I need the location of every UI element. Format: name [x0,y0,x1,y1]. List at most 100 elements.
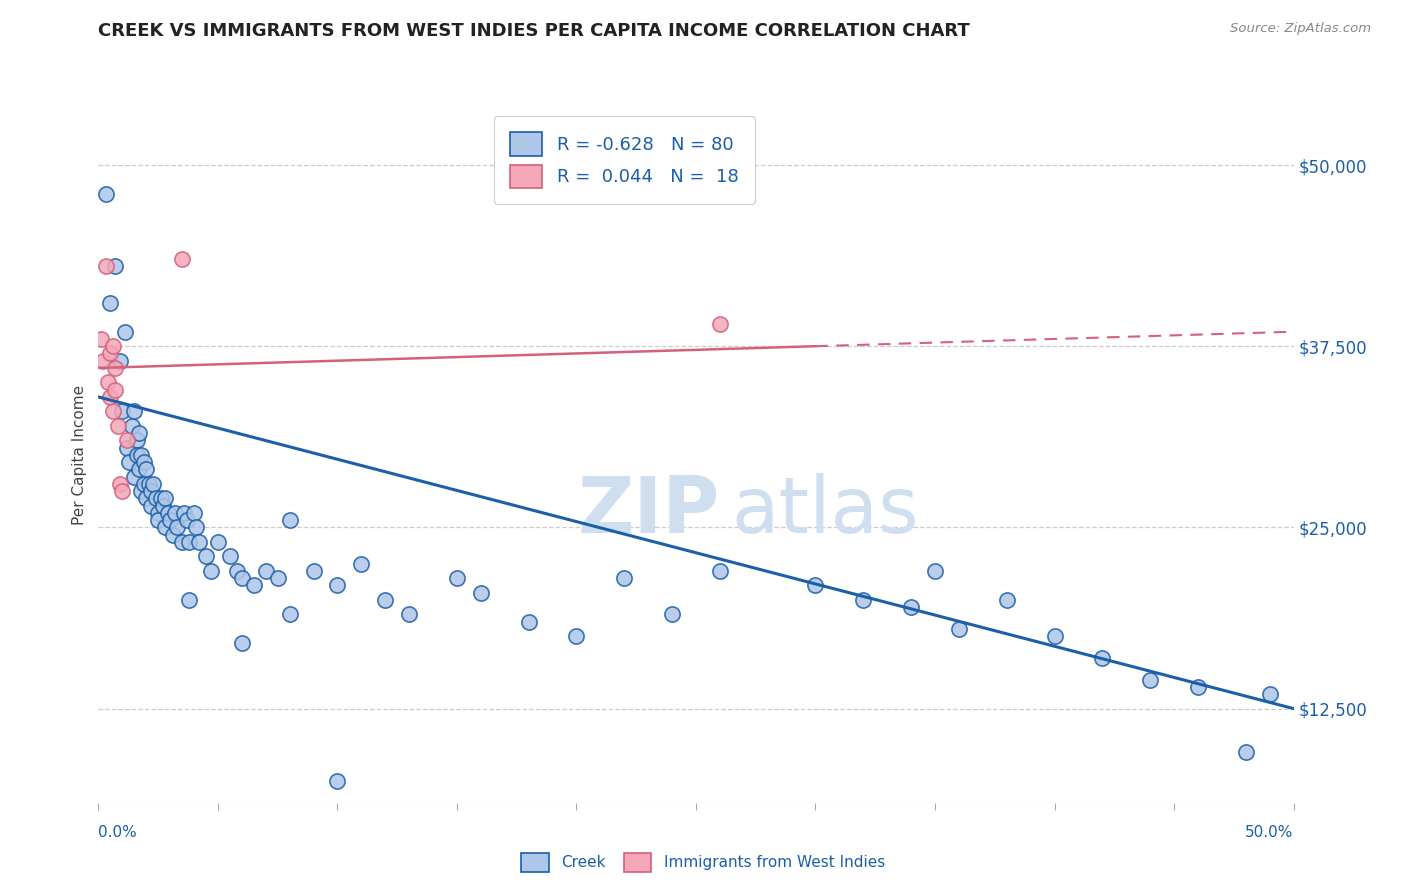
Point [179,592,201,607]
Point [104,383,127,397]
Point [243,578,266,592]
Point [138,476,160,491]
Point [852,592,875,607]
Point [231,571,253,585]
Point [121,419,143,434]
Point [128,462,150,476]
Point [149,491,172,506]
Point [101,404,124,418]
Point [173,506,195,520]
Point [374,592,396,607]
Text: ZIP: ZIP [578,473,720,549]
Point [131,448,153,462]
Point [142,476,165,491]
Text: 0.0%: 0.0% [98,825,138,840]
Point [1091,651,1114,665]
Point [183,506,205,520]
Point [1234,745,1257,759]
Point [111,404,134,418]
Point [1139,673,1161,687]
Point [1258,687,1281,701]
Point [114,325,136,339]
Point [132,476,155,491]
Point [267,571,290,585]
Text: CREEK VS IMMIGRANTS FROM WEST INDIES PER CAPITA INCOME CORRELATION CHART: CREEK VS IMMIGRANTS FROM WEST INDIES PER… [98,22,970,40]
Point [194,549,218,564]
Point [326,774,349,789]
Point [948,622,970,636]
Text: 50.0%: 50.0% [1246,825,1294,840]
Point [172,252,194,267]
Point [179,534,201,549]
Point [98,295,122,310]
Point [278,607,301,622]
Point [231,636,253,650]
Point [128,426,150,441]
Point [124,469,146,483]
Point [155,520,177,534]
Point [132,455,155,469]
Point [131,484,153,499]
Point [166,520,188,534]
Point [148,513,170,527]
Point [226,564,249,578]
Point [565,629,588,643]
Point [155,491,177,506]
Point [135,491,157,506]
Point [350,557,373,571]
Point [145,491,167,506]
Point [804,578,827,592]
Point [98,346,122,360]
Point [207,534,229,549]
Point [200,564,222,578]
Point [108,353,131,368]
Point [326,578,349,592]
Point [152,499,174,513]
Legend: R = -0.628   N = 80, R =  0.044   N =  18: R = -0.628 N = 80, R = 0.044 N = 18 [494,116,755,204]
Point [159,513,181,527]
Point [107,419,129,434]
Point [156,506,179,520]
Point [125,434,148,448]
Point [115,434,138,448]
Point [661,607,683,622]
Point [139,484,162,499]
Text: Source: ZipAtlas.com: Source: ZipAtlas.com [1230,22,1371,36]
Point [172,534,194,549]
Point [470,585,492,599]
Point [1043,629,1066,643]
Point [94,187,117,202]
Point [148,506,170,520]
Point [517,615,540,629]
Point [91,353,114,368]
Point [900,600,922,615]
Point [186,520,208,534]
Point [90,332,112,346]
Point [104,361,127,376]
Point [302,564,325,578]
Point [219,549,242,564]
Point [115,441,138,455]
Point [135,462,157,476]
Point [254,564,277,578]
Point [101,339,124,353]
Point [187,534,209,549]
Point [98,390,122,404]
Point [118,455,141,469]
Point [108,476,131,491]
Point [924,564,946,578]
Point [446,571,468,585]
Point [124,404,146,418]
Point [125,448,148,462]
Point [94,260,117,274]
Point [176,513,198,527]
Point [139,499,162,513]
Point [104,260,127,274]
Point [709,318,731,332]
Point [1187,680,1209,694]
Point [111,484,134,499]
Point [163,506,186,520]
Point [613,571,636,585]
Point [162,527,184,541]
Text: atlas: atlas [733,473,920,549]
